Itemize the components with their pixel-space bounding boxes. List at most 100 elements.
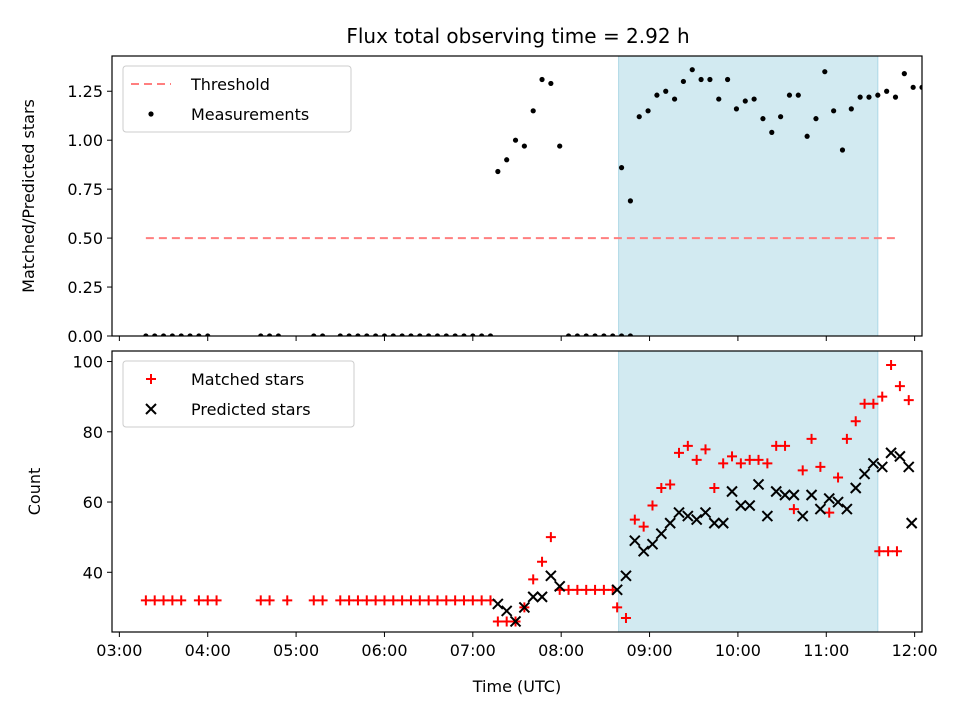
matched-star-point — [370, 595, 381, 606]
matched-star-point — [797, 465, 808, 476]
measurement-point — [866, 94, 872, 100]
measurement-point — [698, 76, 704, 83]
matched-star-point — [282, 595, 293, 606]
matched-star-point — [158, 595, 169, 606]
y-tick-label: 0.00 — [67, 327, 103, 346]
measurement-point — [381, 333, 388, 336]
predicted-star-point — [761, 510, 774, 522]
predicted-star-point — [509, 615, 522, 628]
predicted-star-point — [500, 605, 513, 617]
matched-star-point — [727, 451, 738, 462]
measurement-point — [417, 333, 423, 336]
matched-star-point — [806, 433, 817, 444]
matched-star-point — [140, 595, 151, 606]
matched-star-point — [674, 447, 684, 458]
measurement-point — [601, 333, 607, 336]
matched-star-point — [211, 595, 222, 606]
matched-star-point — [545, 532, 556, 543]
predicted-star-point — [841, 503, 853, 515]
matched-star-point — [709, 482, 720, 493]
matched-star-point — [458, 595, 469, 606]
predicted-star-point — [554, 580, 566, 593]
measurement-point — [786, 92, 793, 98]
predicted-star-point — [536, 591, 548, 603]
matched-star-point — [379, 595, 390, 606]
matched-star-point — [255, 595, 266, 606]
measurement-point — [205, 333, 211, 336]
matched-star-point — [833, 472, 844, 483]
predicted-star-point — [858, 468, 871, 480]
predicted-star-point — [646, 538, 659, 550]
top-panel: 0.00 0.25 0.50 0.75 1.00 1.25 Matched/Predicte… — [19, 55, 951, 346]
matched-star-point — [859, 398, 870, 409]
measurement-point — [373, 333, 379, 336]
measurement-point — [196, 333, 202, 336]
predicted-star-point — [876, 461, 888, 473]
predicted-star-point — [735, 499, 747, 512]
y-axis-label: Matched/Predicted stars — [19, 99, 38, 293]
matched-star-point — [308, 595, 319, 606]
matched-star-point — [149, 595, 160, 606]
matched-star-point — [581, 584, 592, 595]
matched-star-point — [744, 454, 755, 465]
matched-star-point — [414, 595, 425, 606]
matched-star-point — [537, 556, 548, 567]
predicted-star-point — [850, 482, 862, 494]
matched-star-point — [815, 461, 826, 472]
matched-star-point — [735, 458, 746, 469]
predicted-star-point — [894, 450, 906, 463]
x-tick-label: 03:00 — [96, 641, 142, 660]
measurement-point — [760, 116, 766, 122]
measurement-point — [725, 76, 731, 83]
measurement-point — [822, 69, 828, 75]
predicted-star-point — [620, 570, 632, 582]
measurement-point — [565, 333, 572, 336]
measurement-point — [479, 333, 485, 336]
measurement-point — [539, 76, 545, 83]
measurement-point — [452, 333, 458, 336]
predicted-star-point — [885, 447, 897, 459]
matched-star-point — [780, 440, 791, 451]
matched-star-point — [612, 602, 623, 613]
matched-star-point — [397, 595, 408, 606]
measurement-point — [390, 333, 396, 336]
y-axis-label: Count — [25, 468, 44, 516]
measurement-point — [143, 333, 149, 336]
measurement-point — [169, 333, 175, 336]
legend-label: Predicted stars — [191, 400, 311, 419]
measurement-point — [680, 78, 687, 85]
measurement-point — [258, 333, 264, 336]
matched-star-point — [647, 500, 658, 511]
x-tick-label: 10:00 — [715, 641, 761, 660]
matched-star-point — [788, 504, 799, 515]
measurement-point — [583, 333, 589, 336]
y-tick-label: 80 — [83, 423, 103, 442]
matched-star-point — [891, 546, 902, 557]
measurement-point — [919, 84, 922, 90]
matched-star-point — [501, 616, 512, 627]
measurement-point — [618, 165, 625, 171]
matched-star-point — [335, 595, 346, 606]
predicted-star-point — [545, 570, 557, 582]
predicted-star-point — [673, 506, 685, 519]
measurement-point — [152, 333, 158, 336]
measurement-point — [320, 333, 326, 336]
measurement-point — [487, 333, 494, 336]
matched-star-point — [656, 482, 667, 493]
predicted-star-point — [682, 510, 694, 522]
measurement-point — [557, 143, 563, 149]
predicted-star-point — [752, 478, 765, 491]
predicted-star-point — [629, 534, 641, 547]
measurement-point — [946, 333, 951, 338]
matched-star-point — [432, 595, 443, 606]
predicted-star-point — [492, 598, 504, 610]
measurement-point — [521, 143, 527, 149]
measurement-point — [364, 333, 370, 336]
x-tick-label: 08:00 — [538, 641, 584, 660]
measurement-point — [910, 84, 916, 90]
measurement-point — [275, 333, 282, 336]
measurement-point — [187, 333, 193, 336]
predicted-star-point — [903, 461, 915, 473]
matched-star-point — [877, 391, 888, 402]
